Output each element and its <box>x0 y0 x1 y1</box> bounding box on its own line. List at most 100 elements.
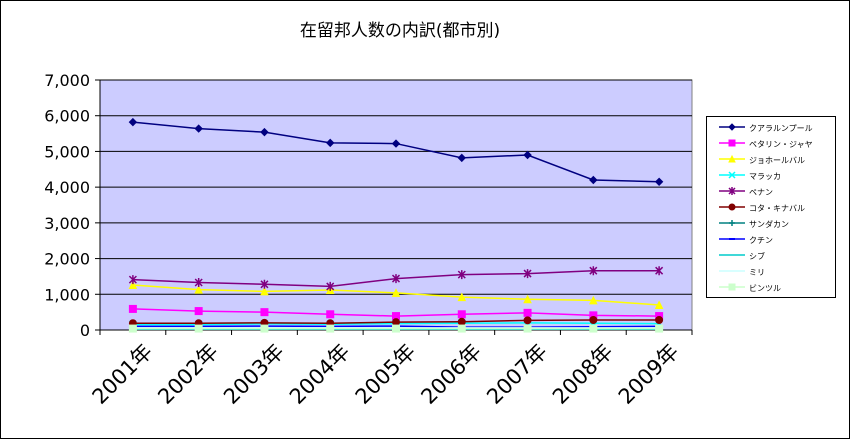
data-point <box>326 138 335 148</box>
y-axis: 0 1,000 2,000 3,000 4,000 5,000 6,000 7,000 <box>44 71 101 340</box>
x-tick-label: 2006年 <box>416 339 486 409</box>
legend-label: コタ・キナバル <box>749 204 805 213</box>
x-tick-label: 2003年 <box>219 339 289 409</box>
series-1 <box>128 117 664 186</box>
legend-marker <box>728 139 736 147</box>
legend-marker <box>728 171 736 179</box>
data-point <box>457 270 466 280</box>
data-point <box>194 285 203 294</box>
legend-label: ペナン <box>749 188 773 197</box>
data-point <box>589 316 598 324</box>
data-point <box>457 153 466 163</box>
series-5 <box>128 266 664 291</box>
data-point <box>326 310 335 319</box>
data-point <box>194 324 203 333</box>
data-point <box>128 117 138 127</box>
legend-label: ジョホールバル <box>749 156 805 165</box>
data-point <box>654 177 664 186</box>
data-point <box>655 266 664 276</box>
y-tick-label: 4,000 <box>44 178 90 197</box>
x-tick-label: 2001年 <box>88 339 158 409</box>
legend-svg: クアラルンプールペタリン・ジャヤジョホールバルマラッカペナンコタ・キナバルサンダ… <box>719 123 813 293</box>
legend-label: サンダカン <box>749 219 789 229</box>
data-point <box>457 317 466 326</box>
series-3 <box>128 280 664 309</box>
legend-item-3: ジョホールバル <box>719 154 805 165</box>
y-tick-label: 0 <box>80 321 90 340</box>
legend-item-7: サンダカン <box>719 219 789 229</box>
x-tick-label: 2009年 <box>614 339 684 409</box>
legend-item-6: コタ・キナバル <box>719 203 805 213</box>
data-point <box>457 310 466 319</box>
data-point <box>194 124 203 133</box>
x-tick-label: 2002年 <box>153 339 223 409</box>
y-tick-label: 7,000 <box>44 71 90 90</box>
data-point <box>260 308 269 317</box>
legend-marker <box>729 220 735 226</box>
data-point <box>589 266 598 276</box>
data-point <box>391 139 401 148</box>
legend-item-1: クアラルンプール <box>719 123 813 133</box>
data-point <box>326 281 335 291</box>
legend-label: ビンツル <box>749 284 781 293</box>
data-point <box>194 307 203 316</box>
legend-marker <box>728 123 736 131</box>
series-11 <box>128 324 664 333</box>
legend: クアラルンプール ペタリン・ジャヤ ジョホールバル マラッカ ペナン コタ・キナバル サンダ… <box>706 116 836 298</box>
data-point <box>260 127 269 137</box>
legend-item-8: クチン <box>719 236 773 245</box>
legend-item-9: シブ <box>719 251 765 261</box>
legend-marker <box>728 154 736 163</box>
legend-label: クアラルンプール <box>749 124 813 133</box>
legend-label: マラッカ <box>749 172 781 181</box>
x-tick-label: 2008年 <box>548 339 618 409</box>
data-point <box>260 286 269 296</box>
legend-marker <box>728 283 736 291</box>
data-point <box>260 324 269 333</box>
legend-marker <box>728 203 736 211</box>
data-point <box>523 269 532 279</box>
data-point <box>523 324 532 333</box>
x-tick-label: 2004年 <box>285 339 355 409</box>
data-point <box>523 308 532 317</box>
legend-item-10: ミリ <box>719 268 765 277</box>
data-point <box>589 175 598 185</box>
data-point <box>391 288 401 297</box>
data-point <box>260 279 269 289</box>
data-point <box>589 295 598 305</box>
legend-item-4: マラッカ <box>719 171 781 181</box>
legend-label: シブ <box>749 251 765 261</box>
data-point <box>523 150 532 160</box>
x-tick-label: 2005年 <box>351 339 421 409</box>
data-point <box>457 292 467 302</box>
legend-item-5: ペナン <box>719 187 773 197</box>
data-point <box>523 316 532 325</box>
legend-label: ミリ <box>749 268 765 277</box>
data-point <box>589 324 598 333</box>
legend-label: クチン <box>749 236 773 245</box>
data-point <box>326 324 335 333</box>
y-tick-label: 6,000 <box>44 107 90 126</box>
y-tick-label: 1,000 <box>44 285 90 304</box>
data-point <box>523 294 532 304</box>
data-point <box>128 304 137 313</box>
y-tick-label: 2,000 <box>44 250 90 269</box>
y-tick-label: 3,000 <box>44 214 90 233</box>
data-point <box>128 280 138 289</box>
data-point <box>655 324 664 333</box>
legend-item-11: ビンツル <box>719 283 781 293</box>
data-point <box>654 300 664 309</box>
y-tick-label: 5,000 <box>44 142 90 161</box>
data-point <box>194 278 203 287</box>
data-point <box>391 274 401 284</box>
data-point <box>457 324 466 333</box>
data-point <box>392 324 400 333</box>
x-tick-label: 2007年 <box>482 339 552 409</box>
data-point <box>128 324 137 333</box>
data-point <box>655 316 664 324</box>
series-layer <box>128 117 664 333</box>
chart-title: 在留邦人数の内訳(都市別) <box>299 21 501 41</box>
data-point <box>128 275 137 285</box>
legend-marker <box>728 187 736 195</box>
